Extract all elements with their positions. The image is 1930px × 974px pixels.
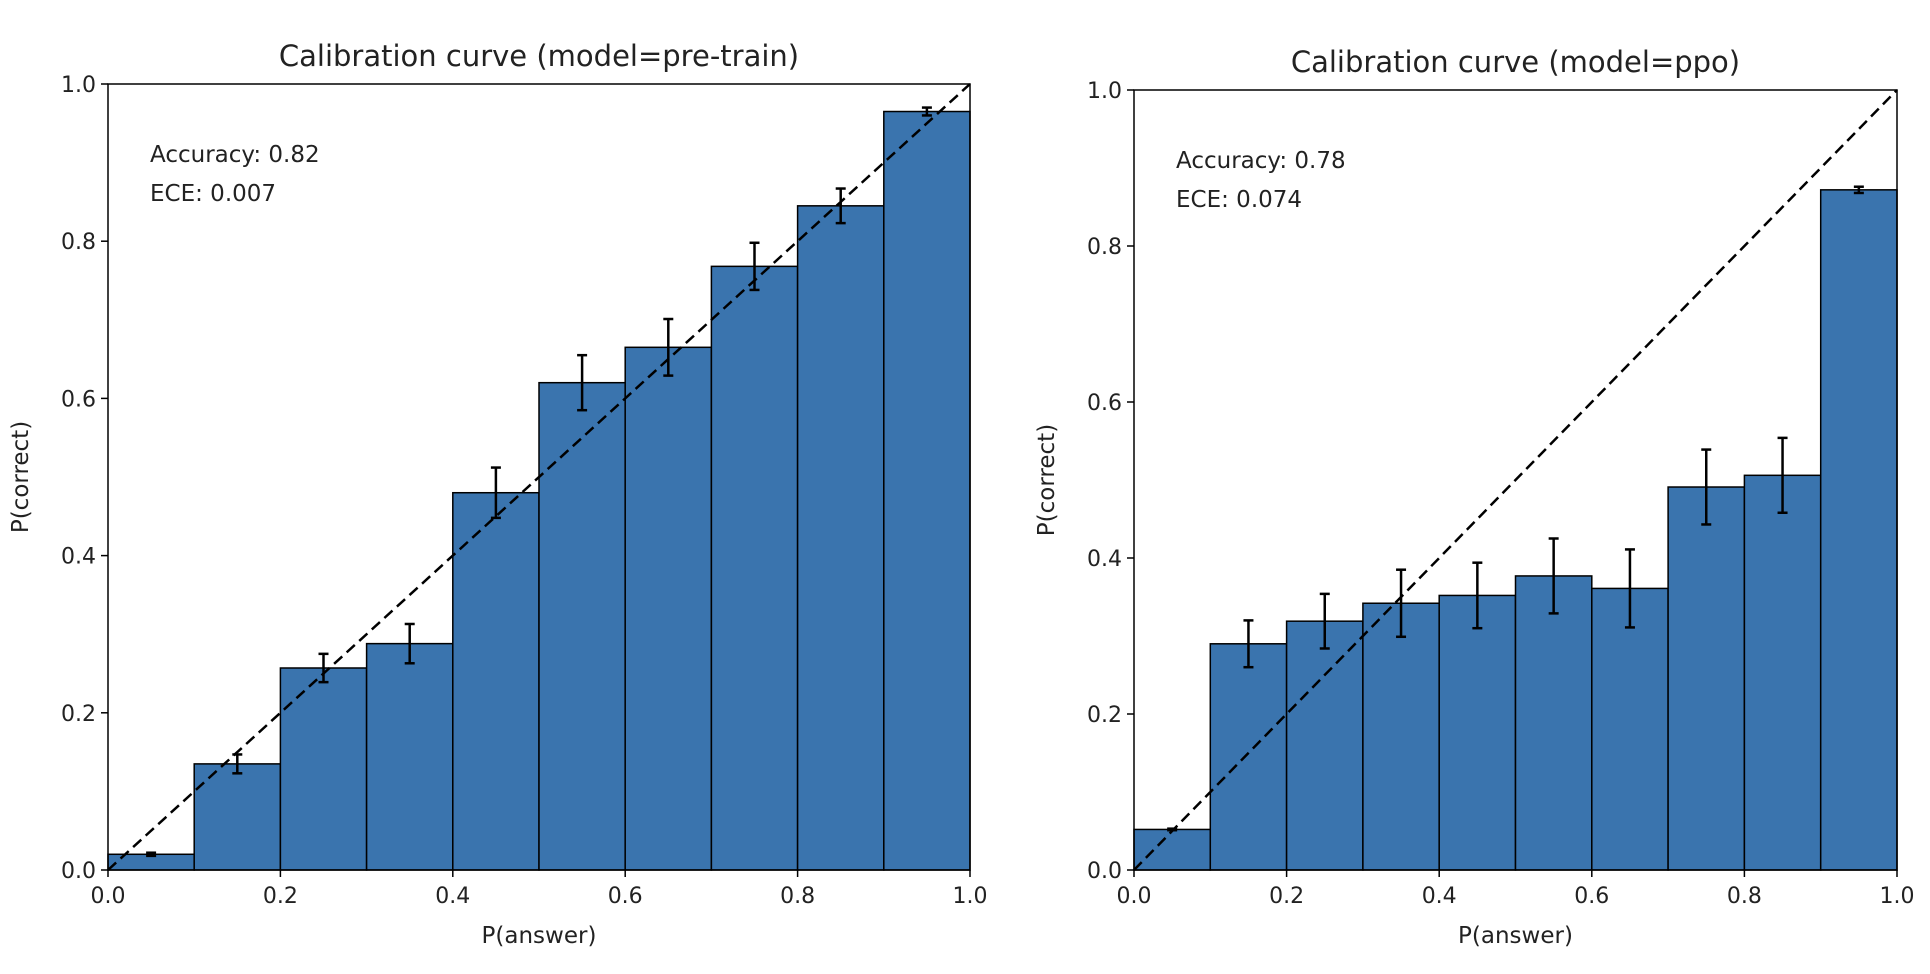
bar — [710, 265, 799, 871]
annotation-text: ECE: 0.007 — [150, 181, 276, 207]
x-tick-label: 0.6 — [1574, 884, 1609, 909]
error-bar — [404, 622, 415, 665]
bar — [1591, 587, 1669, 871]
y-tick-label: 1.0 — [1087, 79, 1122, 104]
y-tick-label: 0.0 — [61, 859, 96, 884]
x-tick-label: 1.0 — [953, 884, 988, 909]
bar — [1362, 602, 1440, 871]
chart-title: Calibration curve (model=ppo) — [1291, 45, 1740, 79]
annotation-text: Accuracy: 0.78 — [1176, 148, 1346, 174]
y-tick-label: 0.4 — [61, 545, 96, 570]
bar — [1438, 594, 1517, 871]
error-bar — [1701, 448, 1712, 526]
error-bar — [1319, 592, 1330, 650]
x-tick-label: 0.4 — [435, 884, 470, 909]
bar — [796, 205, 885, 871]
bar — [365, 642, 454, 871]
bar — [1819, 189, 1898, 871]
error-bar — [921, 106, 932, 117]
axes-frame — [107, 83, 971, 871]
bar — [883, 110, 971, 871]
bar — [1514, 575, 1593, 871]
perfect-calibration-line — [107, 83, 971, 871]
bar — [1667, 486, 1746, 871]
error-bar — [1472, 561, 1483, 630]
error-bar — [1396, 568, 1407, 639]
error-bar — [146, 851, 157, 858]
x-tick-label: 0.2 — [1269, 884, 1304, 909]
x-tick-label: 0.8 — [1727, 884, 1762, 909]
x-tick-label: 0.4 — [1422, 884, 1457, 909]
error-bar — [318, 652, 329, 684]
y-tick-label: 0.8 — [61, 230, 96, 255]
y-tick-label: 0.8 — [1087, 235, 1122, 260]
bar — [1209, 643, 1288, 871]
x-tick-label: 0.0 — [91, 884, 126, 909]
error-bar — [577, 353, 588, 412]
bar — [1743, 474, 1822, 871]
error-bar — [1777, 436, 1788, 515]
bar — [452, 491, 540, 871]
x-axis-label: P(answer) — [482, 923, 597, 949]
bar — [538, 381, 626, 871]
error-bar — [663, 317, 674, 377]
y-axis-label: P(correct) — [1034, 424, 1060, 536]
y-tick-label: 0.4 — [1087, 547, 1122, 572]
bar — [279, 667, 368, 871]
x-axis-label: P(answer) — [1458, 923, 1573, 949]
y-tick-label: 0.6 — [61, 387, 96, 412]
x-tick-label: 0.6 — [608, 884, 643, 909]
bar — [1133, 828, 1212, 871]
bar — [1285, 620, 1364, 871]
bar — [193, 763, 282, 871]
y-tick-label: 0.6 — [1087, 391, 1122, 416]
chart-title: Calibration curve (model=pre-train) — [279, 39, 799, 73]
error-bar — [1624, 548, 1635, 629]
y-tick-label: 0.2 — [1087, 703, 1122, 728]
error-bar — [1243, 619, 1254, 669]
y-axis-label: P(correct) — [8, 421, 34, 533]
bar — [624, 346, 713, 871]
error-bar — [1548, 537, 1559, 615]
annotation-text: Accuracy: 0.82 — [150, 142, 320, 168]
error-bar — [490, 466, 501, 520]
chart-2: 0.0 0.2 0.4 0.6 0.8 1.0 0.0 0.2 0.4 0.6 0.8 1.0 P(an… — [1034, 45, 1915, 949]
annotation-text: ECE: 0.074 — [1176, 187, 1302, 213]
error-bar — [1853, 185, 1864, 195]
y-tick-label: 0.2 — [61, 702, 96, 727]
x-tick-label: 0.0 — [1117, 884, 1152, 909]
axes-frame — [1133, 89, 1898, 871]
y-tick-label: 0.0 — [1087, 859, 1122, 884]
perfect-calibration-line — [1133, 89, 1898, 871]
x-tick-label: 0.8 — [780, 884, 815, 909]
chart-1: 0.0 0.2 0.4 0.6 0.8 1.0 0.0 0.2 0.4 0.6 0.8 1.0 P(an… — [8, 39, 988, 949]
x-tick-label: 0.2 — [263, 884, 298, 909]
x-tick-label: 1.0 — [1880, 884, 1915, 909]
y-tick-label: 1.0 — [61, 73, 96, 98]
error-bar — [835, 187, 846, 225]
